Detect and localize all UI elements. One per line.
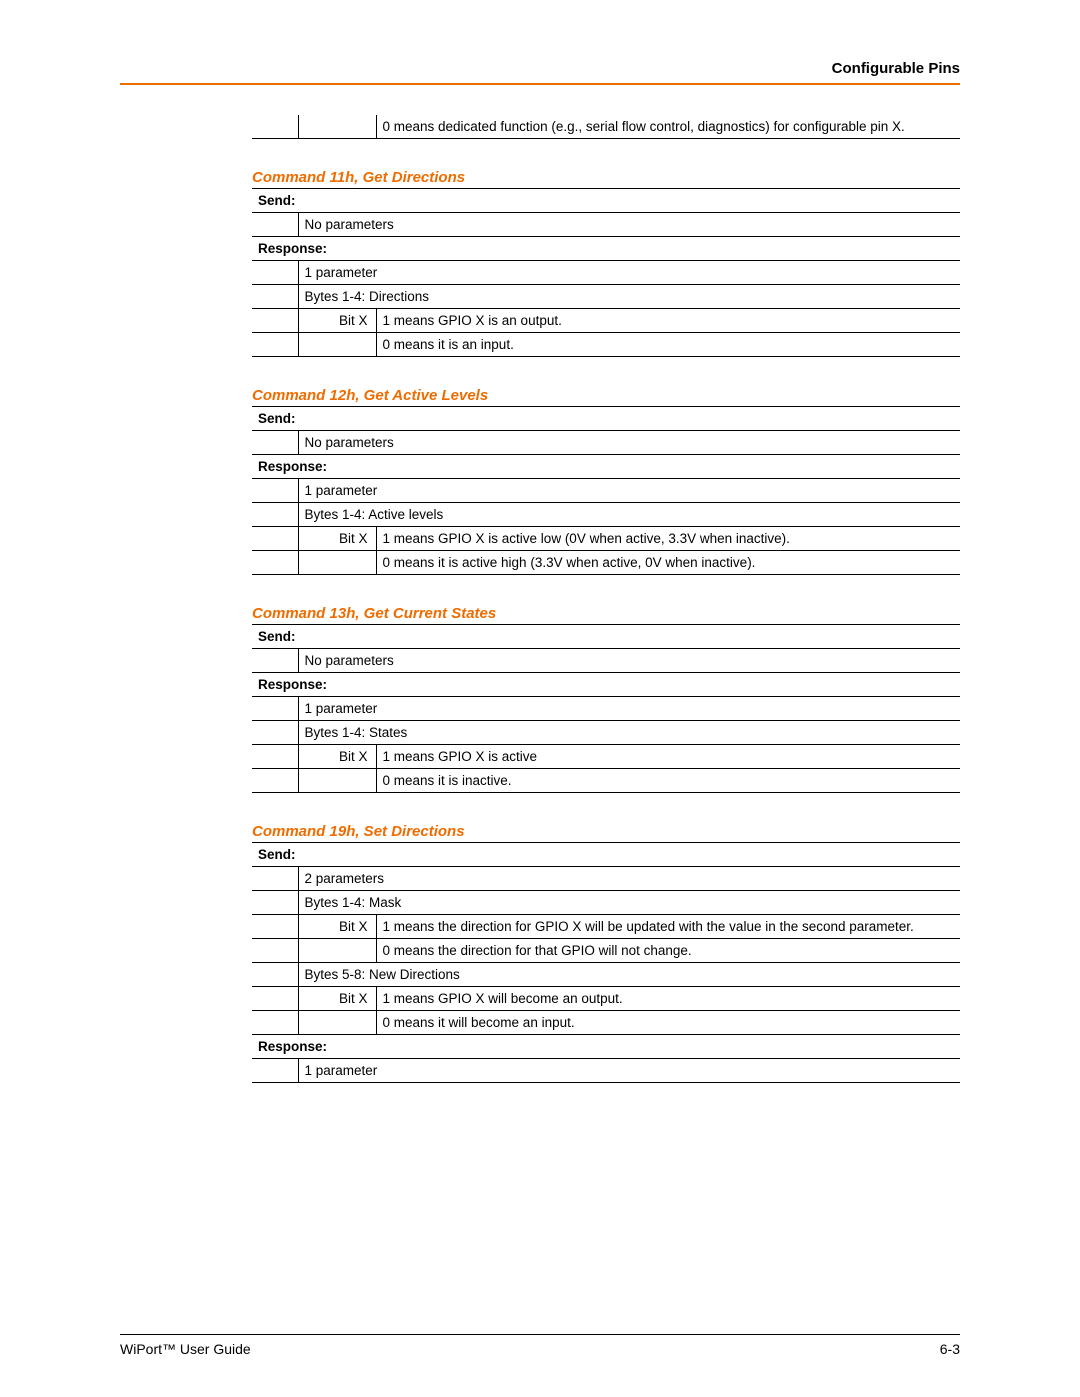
- bit-label-cell: [298, 1011, 376, 1035]
- frag-text: 0 means dedicated function (e.g., serial…: [376, 115, 960, 139]
- bit-desc-cell: 0 means it is active high (3.3V when act…: [376, 551, 960, 575]
- command-table: Send:No parametersResponse:1 parameterBy…: [252, 625, 960, 793]
- bit-desc-cell: 1 means the direction for GPIO X will be…: [376, 915, 960, 939]
- bit-desc-cell: 1 means GPIO X is an output.: [376, 309, 960, 333]
- table-cell: No parameters: [298, 649, 960, 673]
- indent-cell: [252, 915, 298, 939]
- table-header-row: Send:: [252, 407, 960, 431]
- section-title: Command 13h, Get Current States: [252, 605, 960, 625]
- table-header-row: Response:: [252, 673, 960, 697]
- table-header-row: Response:: [252, 1035, 960, 1059]
- bit-desc-cell: 1 means GPIO X is active: [376, 745, 960, 769]
- indent-cell: [252, 333, 298, 357]
- frag-col2: [298, 115, 376, 139]
- indent-cell: [252, 213, 298, 237]
- table-cell: 1 parameter: [298, 479, 960, 503]
- indent-cell: [252, 697, 298, 721]
- command-table: Send:No parametersResponse:1 parameterBy…: [252, 407, 960, 575]
- page-footer: WiPort™ User Guide 6-3: [120, 1334, 960, 1357]
- command-table: Send:No parametersResponse:1 parameterBy…: [252, 189, 960, 357]
- table-cell: No parameters: [298, 213, 960, 237]
- bit-desc-cell: 1 means GPIO X is active low (0V when ac…: [376, 527, 960, 551]
- table-cell: Bytes 5-8: New Directions: [298, 963, 960, 987]
- bit-desc-cell: 0 means it is inactive.: [376, 769, 960, 793]
- footer-right: 6-3: [940, 1341, 960, 1357]
- bit-label-cell: Bit X: [298, 915, 376, 939]
- bit-label-cell: Bit X: [298, 527, 376, 551]
- table-header-row: Send:: [252, 625, 960, 649]
- indent-cell: [252, 431, 298, 455]
- indent-cell: [252, 503, 298, 527]
- table-cell: Bytes 1-4: Mask: [298, 891, 960, 915]
- sections: Command 11h, Get DirectionsSend:No param…: [120, 169, 960, 1083]
- section-title: Command 11h, Get Directions: [252, 169, 960, 189]
- page-header: Configurable Pins: [120, 60, 960, 85]
- bit-desc-cell: 0 means the direction for that GPIO will…: [376, 939, 960, 963]
- indent-cell: [252, 721, 298, 745]
- indent-cell: [252, 939, 298, 963]
- indent-cell: [252, 1011, 298, 1035]
- table-cell: 1 parameter: [298, 1059, 960, 1083]
- bit-label-cell: [298, 939, 376, 963]
- indent-cell: [252, 891, 298, 915]
- section-title: Command 12h, Get Active Levels: [252, 387, 960, 407]
- table-header-row: Send:: [252, 189, 960, 213]
- table-cell: Bytes 1-4: Active levels: [298, 503, 960, 527]
- indent-cell: [252, 769, 298, 793]
- indent-cell: [252, 867, 298, 891]
- table-cell: Bytes 1-4: Directions: [298, 285, 960, 309]
- table-header-row: Response:: [252, 237, 960, 261]
- indent-cell: [252, 551, 298, 575]
- table-cell: 2 parameters: [298, 867, 960, 891]
- bit-label-cell: [298, 769, 376, 793]
- frag-col1: [252, 115, 298, 139]
- indent-cell: [252, 309, 298, 333]
- table-cell: No parameters: [298, 431, 960, 455]
- table-cell: 1 parameter: [298, 261, 960, 285]
- indent-cell: [252, 261, 298, 285]
- bit-desc-cell: 0 means it will become an input.: [376, 1011, 960, 1035]
- page: Configurable Pins 0 means dedicated func…: [0, 0, 1080, 1397]
- table-header-row: Send:: [252, 843, 960, 867]
- table-cell: 1 parameter: [298, 697, 960, 721]
- indent-cell: [252, 649, 298, 673]
- bit-desc-cell: 0 means it is an input.: [376, 333, 960, 357]
- indent-cell: [252, 285, 298, 309]
- bit-label-cell: Bit X: [298, 745, 376, 769]
- table-header-row: Response:: [252, 455, 960, 479]
- indent-cell: [252, 745, 298, 769]
- footer-left: WiPort™ User Guide: [120, 1341, 251, 1357]
- bit-label-cell: [298, 551, 376, 575]
- indent-cell: [252, 1059, 298, 1083]
- indent-cell: [252, 479, 298, 503]
- bit-label-cell: Bit X: [298, 987, 376, 1011]
- bit-label-cell: [298, 333, 376, 357]
- bit-desc-cell: 1 means GPIO X will become an output.: [376, 987, 960, 1011]
- indent-cell: [252, 987, 298, 1011]
- table-cell: Bytes 1-4: States: [298, 721, 960, 745]
- indent-cell: [252, 963, 298, 987]
- indent-cell: [252, 527, 298, 551]
- bit-label-cell: Bit X: [298, 309, 376, 333]
- command-table: Send:2 parametersBytes 1-4: MaskBit X1 m…: [252, 843, 960, 1083]
- section-title: Command 19h, Set Directions: [252, 823, 960, 843]
- top-fragment-table: 0 means dedicated function (e.g., serial…: [252, 115, 960, 139]
